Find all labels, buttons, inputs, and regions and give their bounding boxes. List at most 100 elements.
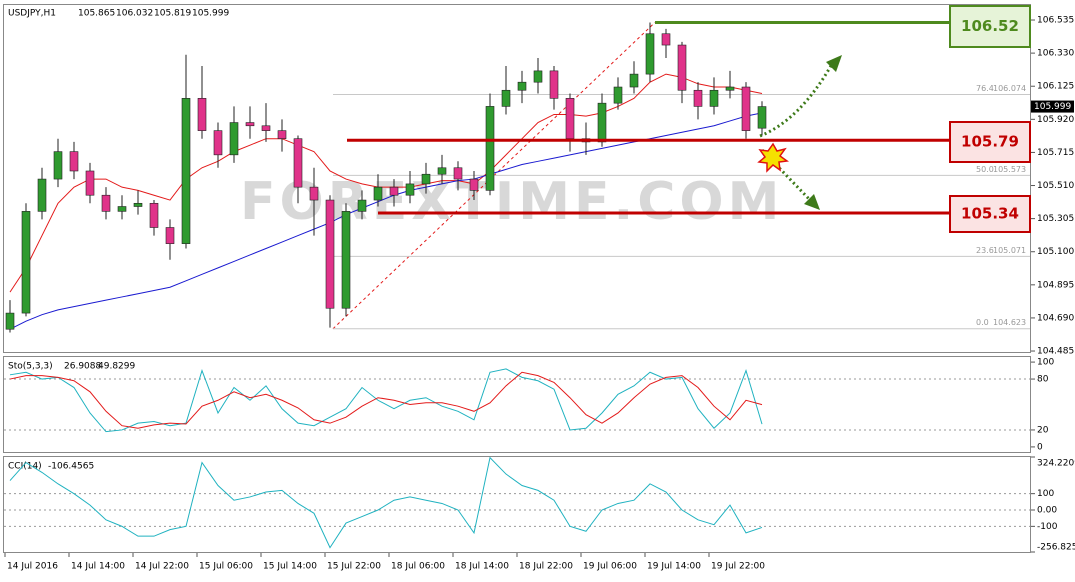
x-tick-label: 15 Jul 14:00 xyxy=(263,562,317,572)
candle-body xyxy=(213,130,223,156)
price-tag-label: 105.999 xyxy=(1034,102,1071,112)
level-label: 105.79 xyxy=(961,133,1019,151)
x-tick-label: 18 Jul 06:00 xyxy=(391,562,445,572)
y-tick-label: 105.920 xyxy=(1037,115,1074,125)
candle-body xyxy=(101,194,111,212)
candle-body xyxy=(309,186,319,201)
y-tick-label: 80 xyxy=(1037,375,1049,385)
candle-body xyxy=(565,98,575,139)
y-tick-label: 105.100 xyxy=(1037,247,1074,257)
low: 105.819 xyxy=(154,9,191,19)
y-tick-label: 105.715 xyxy=(1037,148,1074,158)
candle-body xyxy=(533,70,543,83)
candle-body xyxy=(709,89,719,107)
candle-body xyxy=(453,167,463,180)
y-tick-label: 105.510 xyxy=(1037,181,1074,191)
fib-level: 50.0 xyxy=(976,165,994,174)
candle-body xyxy=(373,186,383,201)
candle-body xyxy=(741,86,751,131)
y-tick-label: 106.330 xyxy=(1037,49,1074,59)
x-tick-label: 14 Jul 22:00 xyxy=(135,562,189,572)
candle-body xyxy=(725,86,735,91)
candle-body xyxy=(277,130,287,139)
candle-body xyxy=(613,86,623,104)
main-panel xyxy=(3,4,1031,353)
x-tick-label: 15 Jul 22:00 xyxy=(327,562,381,572)
y-tick-label: 104.895 xyxy=(1037,280,1074,290)
candle-body xyxy=(405,183,415,196)
y-tick-label: -100 xyxy=(1037,522,1058,532)
candle-body xyxy=(597,102,607,143)
candle-body xyxy=(69,151,79,172)
candle-body xyxy=(517,81,527,91)
stochastic-line xyxy=(9,371,763,429)
fib-price: 105.071 xyxy=(993,246,1026,255)
cci-panel xyxy=(3,456,1031,553)
candle-body xyxy=(229,122,239,156)
x-tick-label: 19 Jul 06:00 xyxy=(583,562,637,572)
candle-body xyxy=(165,227,175,244)
x-tick-label: 18 Jul 22:00 xyxy=(519,562,573,572)
price-tag xyxy=(1031,100,1074,113)
candle-body xyxy=(325,199,335,309)
candle-body xyxy=(469,178,479,191)
down-arrowhead xyxy=(804,194,820,210)
y-tick-label: 105.305 xyxy=(1037,214,1074,224)
fib-level: 23.6 xyxy=(976,246,994,255)
candle-body xyxy=(485,106,495,191)
candle-body xyxy=(245,122,255,127)
symbol: USDJPY,H1 xyxy=(8,9,56,19)
candle-body xyxy=(21,211,31,314)
forecast-arrows xyxy=(757,55,842,210)
level-box xyxy=(949,5,1031,48)
fib-price: 104.623 xyxy=(993,318,1026,327)
y-tick-label: 100 xyxy=(1037,358,1054,368)
x-tick-label: 14 Jul 2016 xyxy=(7,562,58,572)
candle-body xyxy=(357,199,367,212)
level-label: 106.52 xyxy=(961,17,1019,35)
sto-k: 26.9088 xyxy=(64,362,101,372)
level-box xyxy=(949,195,1031,233)
y-tick-label: 104.485 xyxy=(1037,347,1074,357)
breakout-star xyxy=(757,142,789,173)
fib-price: 106.074 xyxy=(993,84,1026,93)
open: 105.865 xyxy=(78,9,115,19)
candle-body xyxy=(181,98,191,244)
candle-body xyxy=(693,89,703,107)
level-box xyxy=(949,121,1031,163)
x-tick-label: 15 Jul 06:00 xyxy=(199,562,253,572)
fib-level: 76.4 xyxy=(976,84,994,93)
candle-body xyxy=(53,151,63,180)
fib-level: 0.0 xyxy=(976,318,989,327)
x-tick-label: 19 Jul 14:00 xyxy=(647,562,701,572)
candle-body xyxy=(133,202,143,207)
x-tick-label: 14 Jul 14:00 xyxy=(71,562,125,572)
cci-title: CCI(14) xyxy=(8,462,42,472)
candle-body xyxy=(149,202,159,228)
candle-body xyxy=(421,173,431,185)
candle-body xyxy=(645,33,655,75)
y-tick-label: 0 xyxy=(1037,442,1043,452)
candle-body xyxy=(629,73,639,88)
y-tick-label: 106.535 xyxy=(1037,16,1074,26)
watermark: FOREXTIME.COM xyxy=(240,172,783,232)
y-tick-label: 104.690 xyxy=(1037,313,1074,323)
cci-line xyxy=(9,456,763,549)
level-label: 105.34 xyxy=(961,205,1019,223)
candle-body xyxy=(549,70,559,99)
candle-body xyxy=(197,98,207,131)
fib-price: 105.573 xyxy=(993,165,1026,174)
candle-body xyxy=(437,167,447,175)
y-tick-label: 100 xyxy=(1037,489,1054,499)
y-tick-label: -256.8257 xyxy=(1037,543,1075,553)
y-tick-label: 324.2209 xyxy=(1037,459,1075,469)
candle-body xyxy=(757,106,767,129)
up-arrow xyxy=(759,63,834,138)
candle-body xyxy=(501,89,511,107)
candle-body xyxy=(389,186,399,196)
candle-body xyxy=(85,170,95,196)
candle-body xyxy=(37,178,47,212)
up-arrowhead xyxy=(826,55,842,72)
